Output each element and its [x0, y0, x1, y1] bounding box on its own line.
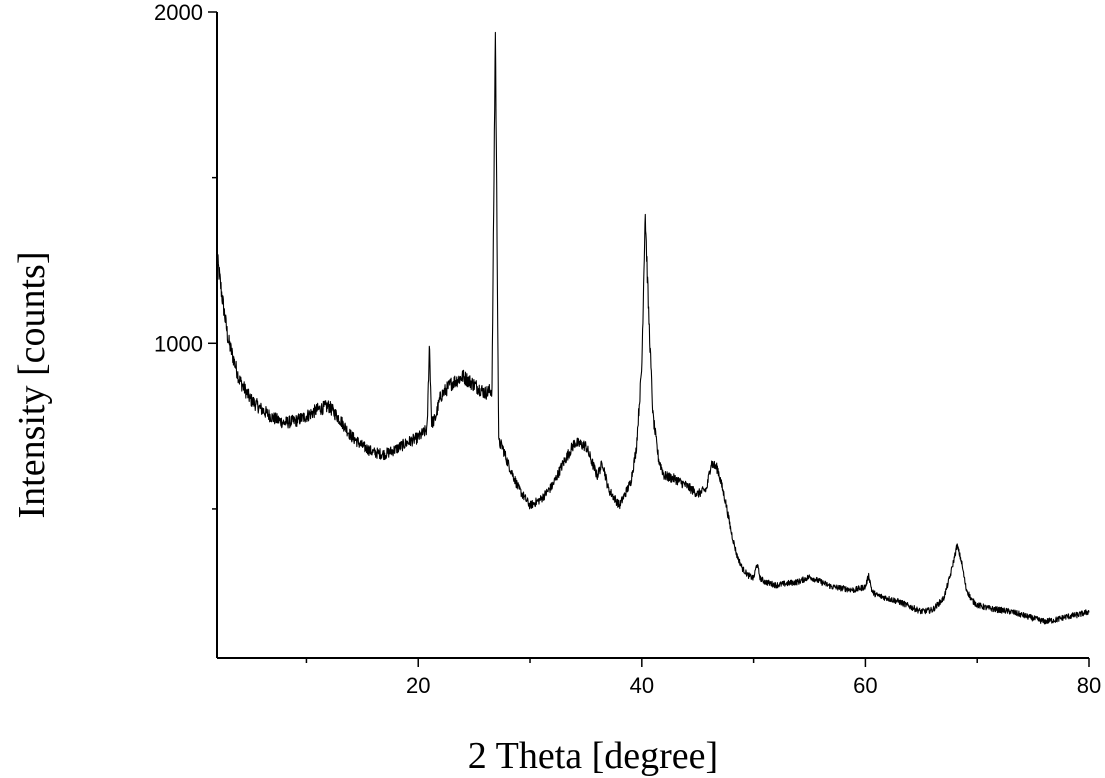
x-tick-label-40: 40: [630, 673, 654, 698]
x-tick-label-60: 60: [853, 673, 877, 698]
axis-ticks: [208, 11, 1090, 667]
y-tick-label-1000: 1000: [154, 331, 203, 356]
x-tick-label-20: 20: [406, 673, 430, 698]
series-line: [216, 31, 1090, 625]
y-tick-label-2000: 2000: [154, 0, 203, 25]
x-axis-title: 2 Theta [degree]: [468, 735, 718, 777]
y-axis-title: Intensity [counts]: [11, 251, 53, 518]
x-tick-label-80: 80: [1077, 673, 1101, 698]
axis-tick-labels: 20 40 60 80 1000 2000: [154, 0, 1101, 698]
